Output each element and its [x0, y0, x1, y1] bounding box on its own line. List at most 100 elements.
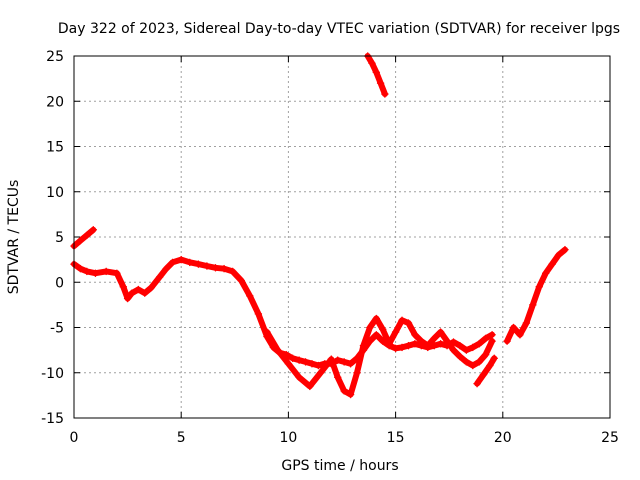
data-point	[211, 264, 220, 272]
data-point	[430, 334, 438, 343]
data-point	[288, 354, 297, 363]
data-point	[156, 273, 164, 281]
data-point	[404, 341, 413, 350]
data-point	[340, 387, 348, 395]
data-point	[168, 258, 177, 267]
data-point	[490, 354, 498, 363]
y-axis-label: SDTVAR / TECUs	[6, 180, 22, 295]
data-point	[102, 267, 110, 276]
data-point	[372, 68, 381, 77]
x-axis-label: GPS time / hours	[281, 458, 398, 474]
data-point	[301, 358, 310, 366]
data-point	[436, 328, 445, 336]
data-point	[541, 269, 550, 277]
data-point	[486, 361, 494, 370]
data-point	[89, 226, 98, 234]
data-point	[443, 337, 451, 345]
data-point	[548, 260, 556, 268]
data-point	[398, 343, 406, 352]
data-point	[436, 340, 445, 348]
data-point	[306, 382, 314, 391]
data-point	[473, 379, 481, 388]
data-point	[391, 328, 400, 336]
series-layer	[70, 52, 569, 399]
data-point	[316, 369, 325, 377]
series-line-lpgs-upper-start	[71, 226, 97, 250]
data-point	[162, 264, 170, 273]
data-point	[263, 328, 271, 336]
data-point	[381, 90, 389, 98]
ticks	[73, 55, 611, 419]
data-point	[186, 258, 194, 267]
data-point	[411, 330, 419, 339]
data-point	[469, 361, 477, 370]
data-point	[91, 269, 100, 277]
data-point	[554, 251, 563, 259]
data-point	[228, 267, 237, 276]
data-point	[516, 330, 524, 339]
data-point	[385, 340, 393, 348]
data-point	[509, 323, 518, 332]
data-point	[333, 373, 342, 382]
data-point	[246, 292, 254, 300]
data-point	[366, 323, 374, 332]
data-point	[76, 236, 85, 245]
data-point	[76, 264, 85, 273]
data-point	[254, 310, 263, 318]
data-point	[372, 314, 381, 323]
data-point	[378, 325, 387, 334]
data-point	[398, 316, 406, 325]
data-point	[475, 340, 483, 348]
data-point	[314, 361, 323, 370]
data-point	[141, 289, 149, 297]
data-point	[123, 294, 132, 303]
chart-title: Day 322 of 2023, Sidereal Day-to-day VTE…	[58, 21, 620, 37]
data-point	[359, 341, 368, 350]
data-point	[308, 359, 316, 368]
data-point	[417, 337, 426, 345]
data-point	[194, 260, 203, 268]
data-point	[535, 283, 543, 291]
data-point	[475, 358, 483, 366]
x-tick-label: 5	[177, 430, 186, 446]
data-point	[462, 346, 471, 354]
data-point	[295, 373, 303, 382]
data-point	[488, 330, 496, 339]
data-point	[346, 359, 355, 368]
data-point	[479, 370, 488, 379]
data-point	[430, 341, 438, 350]
data-point	[295, 356, 303, 364]
data-point	[113, 269, 121, 277]
data-point	[273, 346, 282, 354]
data-point	[469, 343, 477, 352]
data-point	[346, 390, 355, 399]
data-point	[203, 262, 211, 270]
data-point	[404, 319, 413, 327]
data-point	[134, 285, 143, 294]
data-point	[353, 369, 361, 377]
data-point	[237, 276, 245, 285]
y-tick-label: 20	[46, 94, 64, 110]
y-tick-label: -5	[50, 321, 64, 337]
y-tick-label: -15	[41, 411, 64, 427]
data-point	[456, 352, 464, 361]
data-point	[327, 355, 336, 363]
data-point	[449, 338, 458, 346]
data-point	[481, 350, 490, 359]
series-line-lpgs-late-drop	[474, 355, 498, 387]
data-point	[503, 337, 511, 345]
data-point	[340, 358, 348, 366]
data-point	[391, 344, 400, 353]
data-point	[147, 283, 155, 292]
data-point	[529, 301, 537, 309]
data-point	[333, 356, 342, 364]
data-point	[376, 79, 385, 87]
data-point	[220, 264, 228, 273]
data-point	[368, 59, 376, 67]
data-point	[83, 231, 91, 239]
data-point	[119, 283, 128, 291]
data-point	[481, 334, 490, 343]
x-tick-label: 25	[601, 430, 619, 446]
